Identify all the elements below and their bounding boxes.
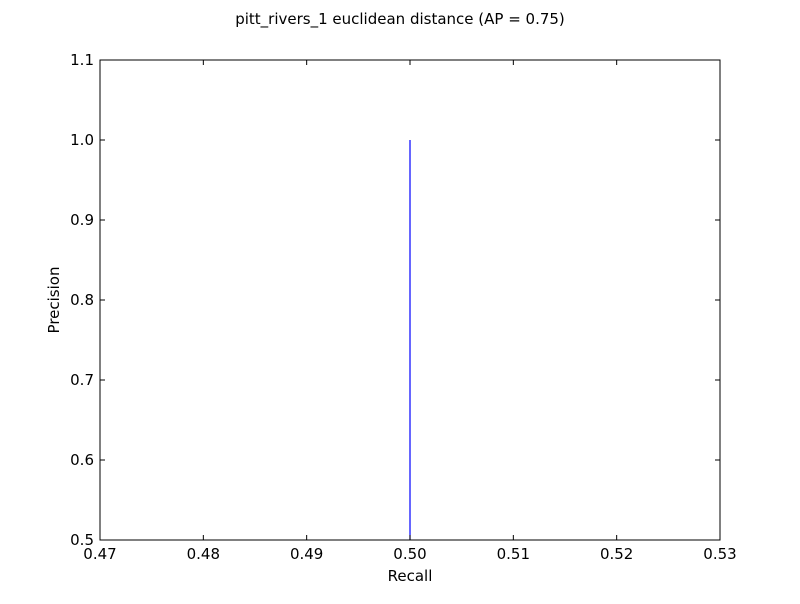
x-tick-label: 0.48 [187,545,220,563]
y-tick-label: 1.1 [70,51,94,69]
y-axis-label: Precision [45,267,63,334]
x-tick-label: 0.52 [600,545,633,563]
y-tick-label: 1.0 [70,131,94,149]
x-tick-label: 0.49 [290,545,323,563]
y-tick-label: 0.8 [70,291,94,309]
y-tick-label: 0.7 [70,371,94,389]
y-tick-label: 0.9 [70,211,94,229]
x-tick-label: 0.53 [703,545,736,563]
chart-title: pitt_rivers_1 euclidean distance (AP = 0… [235,10,565,29]
x-axis-label: Recall [388,567,433,585]
y-axis-ticks: 0.5 0.6 0.7 0.8 0.9 1.0 1.1 [70,51,720,549]
x-tick-label: 0.50 [393,545,426,563]
y-tick-label: 0.5 [70,531,94,549]
y-tick-label: 0.6 [70,451,94,469]
x-axis-ticks: 0.47 0.48 0.49 0.50 0.51 0.52 0.53 [83,60,737,563]
x-tick-label: 0.47 [83,545,116,563]
x-tick-label: 0.51 [497,545,530,563]
